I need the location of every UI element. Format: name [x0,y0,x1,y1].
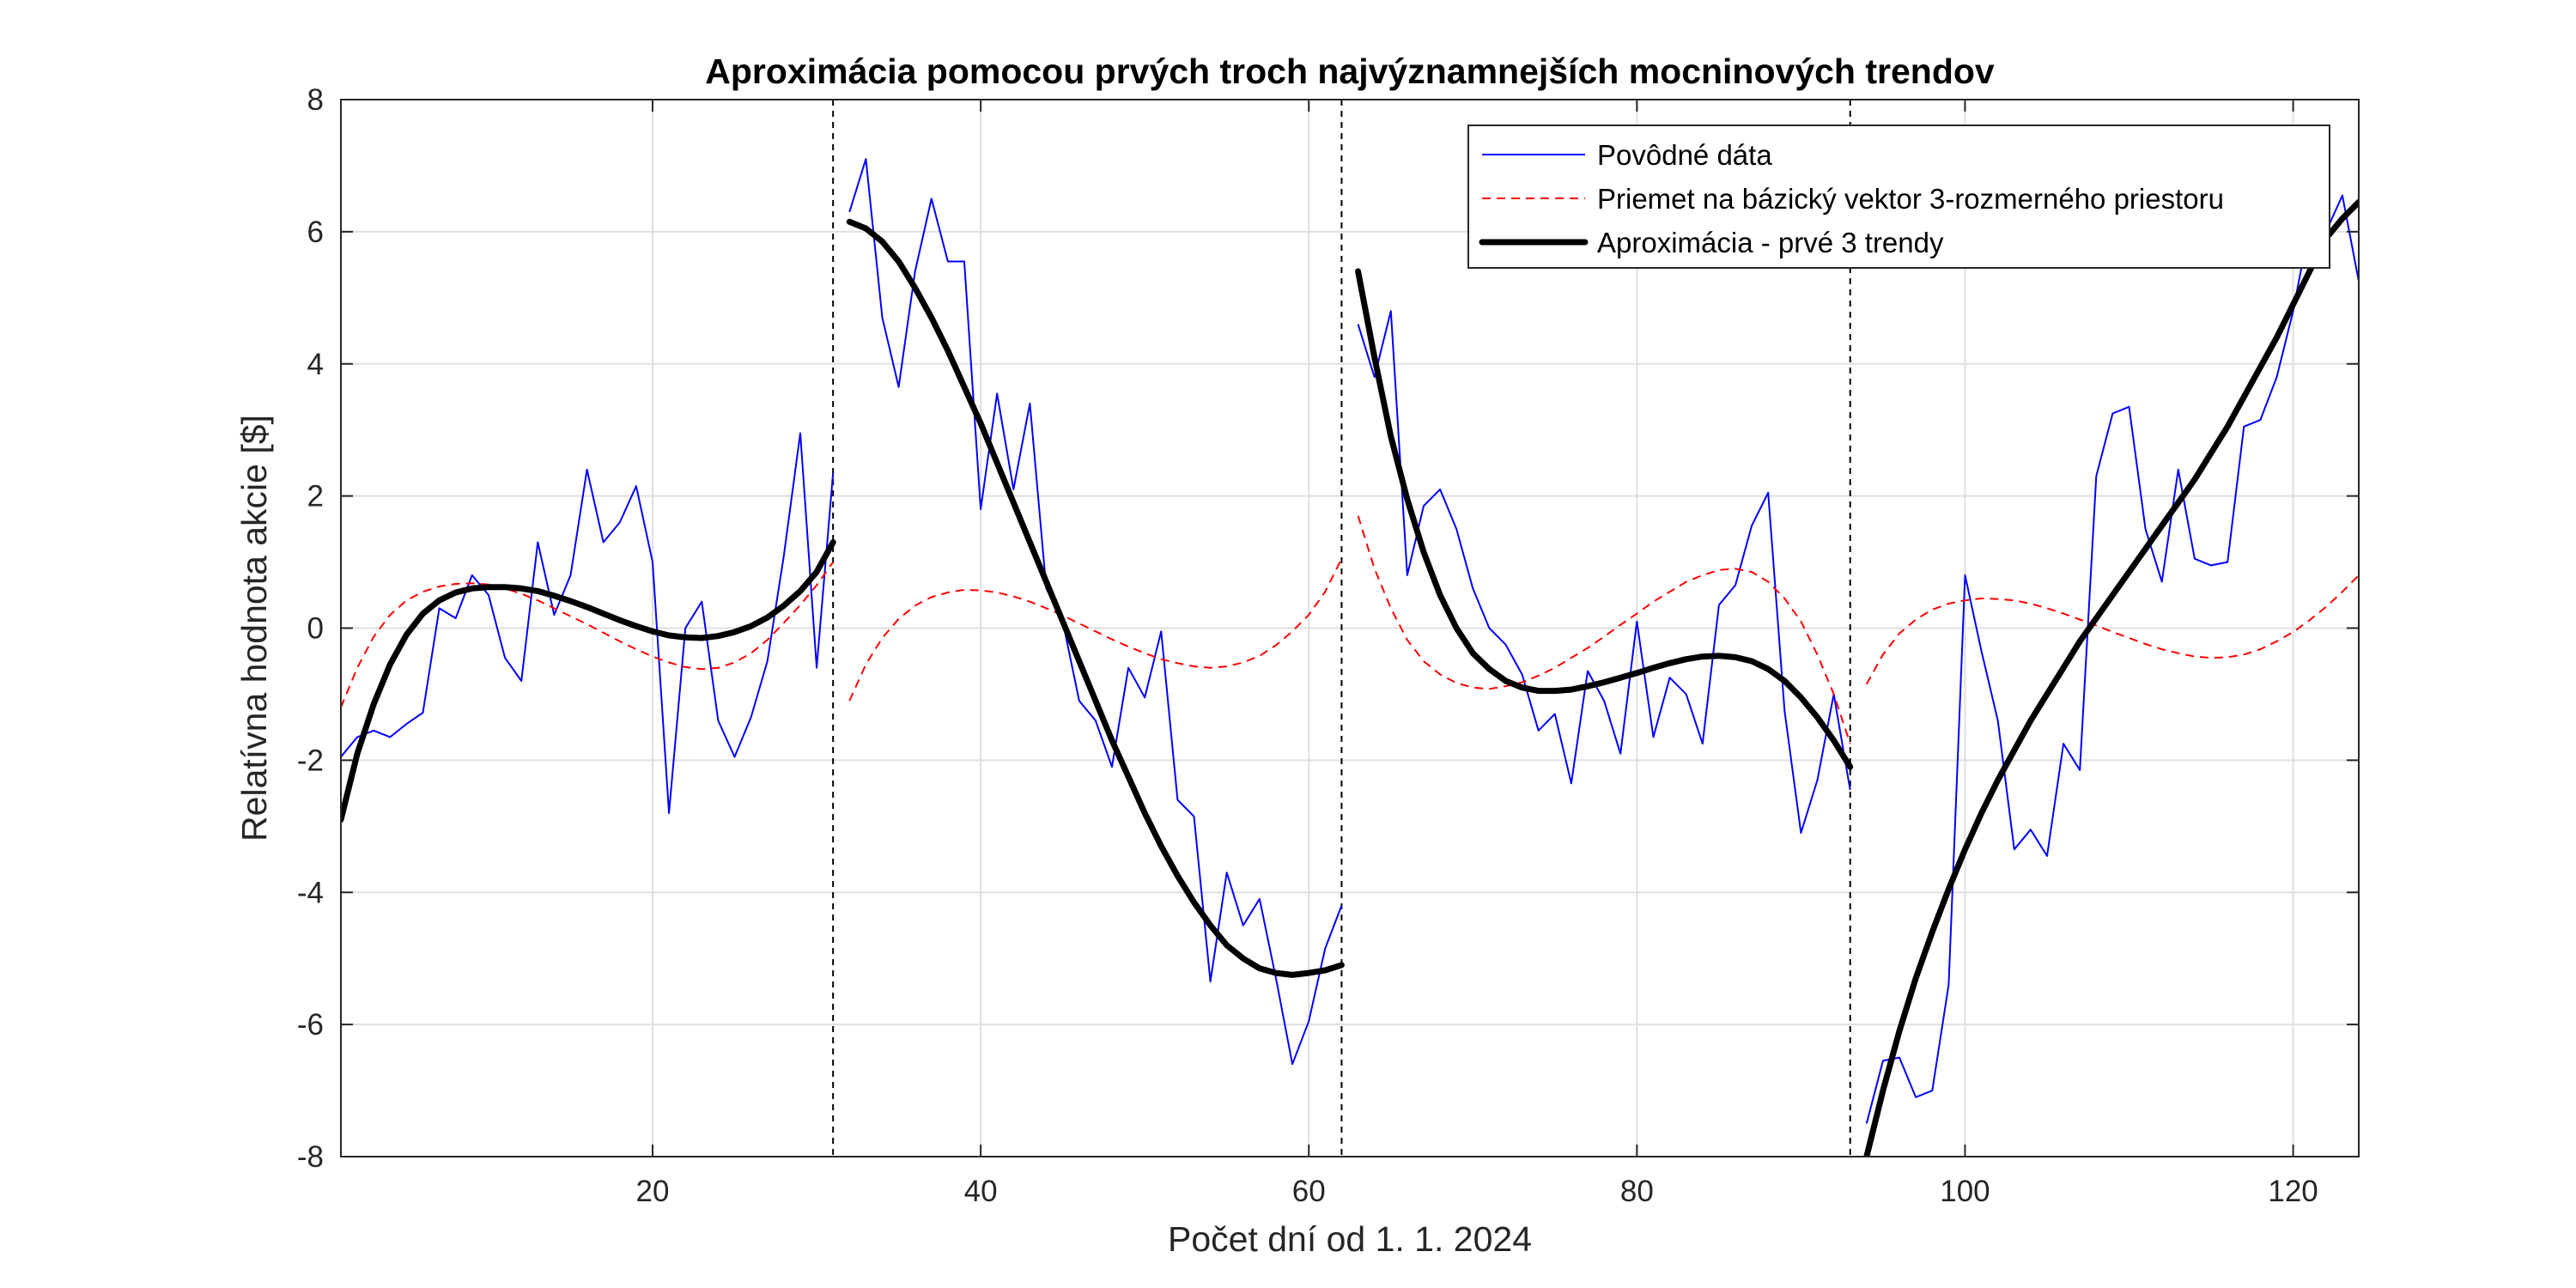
series-projection-segment-2 [848,558,1343,702]
x-tick-label: 40 [964,1175,998,1208]
legend-entry-projection: Priemet na bázický vektor 3-rozmerného p… [1597,183,2224,215]
y-tick-label: 6 [307,216,324,249]
x-tick-label: 20 [636,1175,670,1208]
series-original-segment-1 [341,432,835,814]
chart-title: Aproximácia pomocou prvých troch najvýzn… [705,52,1995,91]
x-tick-label: 120 [2268,1175,2318,1208]
series-approximation-segment-1 [341,539,836,823]
segment-boundaries [832,100,1851,1157]
series-approximation-segment-4 [1863,198,2359,1157]
series-approximation [341,198,2359,1157]
y-tick-label: 4 [307,348,324,381]
series-original-segment-3 [1357,310,1851,834]
legend-entry-approximation: Aproximácia - prvé 3 trendy [1597,227,1944,258]
y-tick-label: 2 [307,480,324,513]
series-projection [341,515,2359,744]
y-tick-label: 8 [307,83,324,117]
x-tick-label: 80 [1620,1175,1654,1208]
legend-entry-original: Povôdné dáta [1597,139,1772,171]
series-lines [341,158,2359,1157]
series-projection-segment-3 [1357,515,1851,744]
y-tick-label: -8 [297,1140,324,1174]
series-projection-segment-4 [1865,574,2359,685]
series-approximation-segment-3 [1355,268,1854,770]
series-original-segment-4 [1865,194,2359,1124]
y-tick-label: -4 [297,876,324,909]
series-original-segment-2 [848,158,1343,1066]
y-tick-label: 0 [307,612,324,646]
tick-labels: 20 40 60 80 100 120 -8 -6 -4 -2 0 2 4 6 8 [297,83,2318,1208]
axis-ticks [341,99,2359,1157]
legend: Povôdné dáta Priemet na bázický vektor 3… [1467,125,2330,269]
x-tick-label: 100 [1940,1175,1990,1208]
x-tick-label: 60 [1292,1175,1326,1208]
series-original [341,158,2359,1124]
x-axis-label: Počet dní od 1. 1. 2024 [1168,1219,1532,1259]
legend-box [1467,125,2330,269]
y-tick-label: -6 [297,1008,324,1042]
y-axis-label: Relatívna hodnota akcie [$] [234,415,274,841]
series-approximation-segment-2 [846,218,1345,978]
y-tick-label: -2 [297,744,324,777]
